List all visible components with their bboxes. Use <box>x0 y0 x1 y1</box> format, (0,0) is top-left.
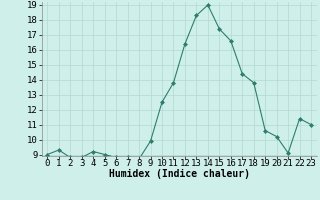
X-axis label: Humidex (Indice chaleur): Humidex (Indice chaleur) <box>109 169 250 179</box>
